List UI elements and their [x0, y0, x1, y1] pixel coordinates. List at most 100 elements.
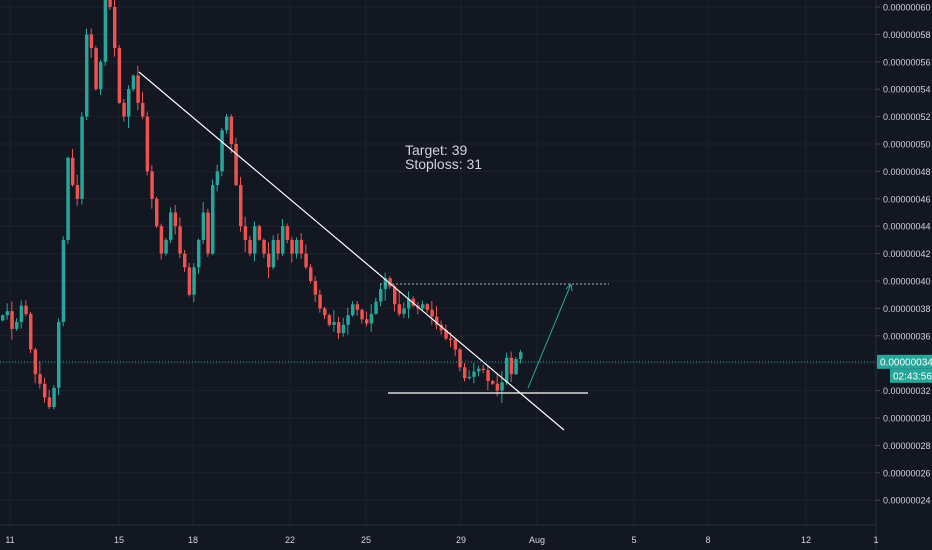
candle-down [360, 309, 364, 320]
candle-up [379, 289, 383, 302]
candle-down [509, 357, 514, 375]
candle-up [407, 298, 411, 309]
candle-up [80, 116, 84, 199]
trade-annotation[interactable]: Target: 39 Stoploss: 31 [405, 143, 482, 171]
candle-down [159, 226, 164, 254]
y-tick-label: 0.00000060 [883, 3, 931, 13]
candle-up [421, 304, 425, 309]
candle-down [444, 330, 448, 339]
candle-up [52, 387, 56, 408]
y-tick-label: 0.00000028 [883, 441, 931, 451]
candle-down [117, 48, 122, 103]
candle-down [486, 370, 490, 382]
y-tick-label: 0.00000026 [883, 468, 931, 478]
time-axis[interactable]: 11 15 18 22 25 29 Aug 5 8 12 1 [0, 524, 879, 545]
candle-down [234, 144, 238, 186]
candle-down [183, 253, 187, 268]
candle-up [19, 305, 24, 323]
candle-down [453, 339, 458, 350]
candle-down [187, 267, 192, 295]
candle-up [85, 34, 89, 117]
x-tick-label: 29 [456, 535, 466, 545]
candle-up [103, 0, 108, 62]
candle-up [472, 371, 476, 377]
candle-up [477, 368, 481, 372]
current-price-tag: 0.00000034 02:43:56 [877, 354, 932, 383]
candle-down [309, 267, 313, 281]
descending-trendline[interactable] [138, 71, 565, 431]
candle-up [332, 322, 336, 325]
candle-up [505, 357, 509, 383]
candle-down [430, 309, 434, 317]
candle-up [211, 185, 215, 254]
candle-down [397, 304, 402, 314]
candle-down [155, 198, 159, 227]
candle-down [285, 226, 290, 240]
candle-down [43, 383, 47, 398]
candle-up [15, 322, 19, 329]
candle-down [47, 397, 52, 408]
candle-up [374, 301, 378, 314]
candle-up [1, 315, 5, 321]
candle-down [276, 239, 280, 254]
candle-down [365, 319, 369, 324]
y-tick-label: 0.00000044 [883, 222, 931, 232]
candle-up [351, 304, 355, 316]
x-tick-label: 25 [361, 535, 371, 545]
x-tick-label: 1 [873, 535, 878, 545]
candle-up [169, 212, 173, 240]
countdown-label: 02:43:56 [893, 371, 932, 382]
stoploss-text: Stoploss: 31 [405, 156, 483, 172]
candle-up [467, 376, 472, 379]
candle-down [145, 116, 150, 172]
candle-up [295, 239, 299, 254]
candle-down [393, 286, 397, 305]
candle-down [33, 349, 38, 375]
candle-down [495, 383, 500, 391]
candle-up [341, 324, 346, 334]
y-tick-label: 0.00000052 [883, 112, 931, 122]
y-tick-label: 0.00000046 [883, 194, 931, 204]
candle-up [164, 239, 168, 254]
candle-down [388, 278, 392, 287]
candle-down [89, 34, 94, 49]
y-tick-label: 0.00000058 [883, 30, 931, 40]
drawings[interactable] [138, 71, 609, 431]
candle-up [127, 89, 131, 117]
candle-up [131, 75, 136, 90]
candle-up [61, 239, 66, 323]
candle-down [323, 308, 327, 316]
candle-up [99, 61, 103, 90]
candle-down [449, 338, 453, 340]
target-text: Target: 39 [405, 142, 468, 158]
candle-up [369, 313, 374, 324]
y-tick-label: 0.00000050 [883, 140, 931, 150]
candle-down [262, 239, 266, 254]
candle-down [239, 185, 243, 227]
candle-up [500, 382, 504, 391]
candle-down [29, 313, 33, 350]
y-tick-label: 0.00000032 [883, 386, 931, 396]
candle-up [215, 171, 220, 186]
candle-down [491, 381, 495, 384]
candle-down [463, 367, 467, 379]
projection-arrow-head [565, 283, 573, 292]
candlestick-series [1, 0, 523, 410]
price-axis[interactable]: 0.00000060 0.00000058 0.00000056 0.00000054… [875, 0, 931, 550]
candle-up [253, 226, 257, 254]
y-tick-label: 0.00000038 [883, 304, 931, 314]
candle-down [355, 304, 360, 310]
candle-up [5, 311, 10, 316]
candle-down [299, 239, 304, 254]
candle-up [197, 239, 201, 268]
y-tick-label: 0.00000054 [883, 85, 931, 95]
current-price-label: 0.00000034 [880, 357, 932, 368]
candle-down [337, 322, 341, 334]
x-tick-label: Aug [529, 535, 545, 545]
candle-down [257, 226, 262, 240]
candle-down [243, 226, 248, 240]
projection-arrow[interactable] [527, 283, 572, 389]
candle-down [24, 305, 28, 314]
candle-down [318, 294, 322, 309]
